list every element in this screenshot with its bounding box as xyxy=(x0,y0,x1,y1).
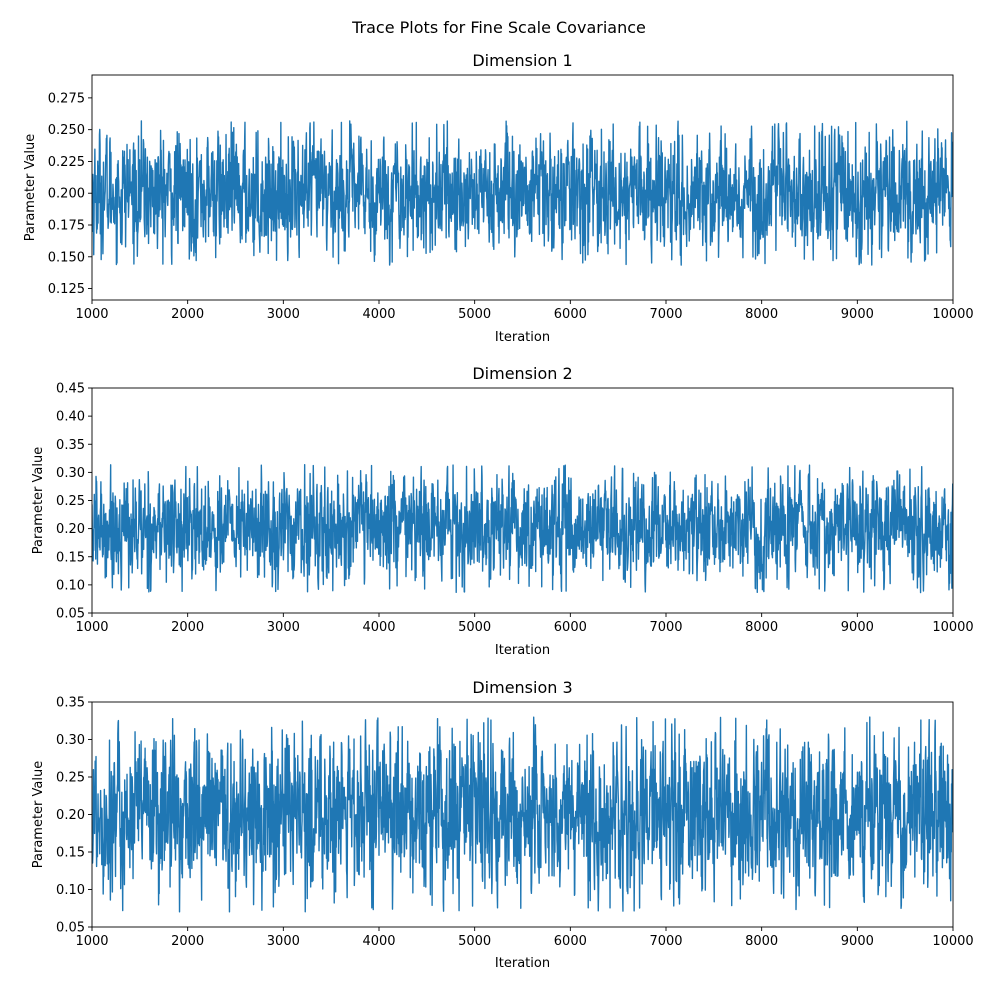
x-tick-label: 2000 xyxy=(171,934,204,949)
trace-layer xyxy=(92,120,953,266)
y-tick-group: 0.05 0.10 0.15 0.20 0.25 0.30 0.35 0.40 0.45 xyxy=(56,382,92,622)
x-tick-label: 9000 xyxy=(841,934,874,949)
x-tick-label: 10000 xyxy=(932,620,973,635)
x-tick-label: 7000 xyxy=(649,620,682,635)
y-tick-label: 0.125 xyxy=(48,282,85,297)
y-tick-label: 0.15 xyxy=(56,550,85,565)
x-tick-label: 3000 xyxy=(267,307,300,322)
trace-line xyxy=(92,120,953,266)
x-tick-label: 4000 xyxy=(362,620,395,635)
x-tick-label: 7000 xyxy=(649,307,682,322)
y-tick-label: 0.35 xyxy=(56,696,85,711)
x-tick-label: 5000 xyxy=(458,307,491,322)
x-axis-label: Iteration xyxy=(495,330,550,345)
y-tick-label: 0.30 xyxy=(56,466,85,481)
x-tick-label: 1000 xyxy=(75,307,108,322)
y-tick-label: 0.30 xyxy=(56,733,85,748)
x-tick-label: 4000 xyxy=(362,934,395,949)
y-tick-label: 0.40 xyxy=(56,410,85,425)
y-tick-label: 0.225 xyxy=(48,155,85,170)
y-tick-label: 0.45 xyxy=(56,382,85,397)
x-tick-label: 7000 xyxy=(649,934,682,949)
x-tick-label: 5000 xyxy=(458,620,491,635)
y-tick-label: 0.05 xyxy=(56,921,85,936)
y-axis-label: Parameter Value xyxy=(23,134,38,241)
x-tick-label: 2000 xyxy=(171,620,204,635)
x-tick-label: 3000 xyxy=(267,934,300,949)
x-tick-group: 1000 2000 3000 4000 5000 6000 7000 8000 9000 1000… xyxy=(75,927,974,949)
y-tick-label: 0.10 xyxy=(56,578,85,593)
x-tick-group: 1000 2000 3000 4000 5000 6000 7000 8000 9000 1000… xyxy=(75,300,974,322)
x-tick-label: 10000 xyxy=(932,934,973,949)
trace-line xyxy=(92,716,953,913)
trace-line xyxy=(92,464,953,594)
x-tick-label: 1000 xyxy=(75,934,108,949)
y-tick-label: 0.25 xyxy=(56,494,85,509)
x-tick-label: 2000 xyxy=(171,307,204,322)
y-tick-label: 0.200 xyxy=(48,187,85,202)
x-tick-label: 1000 xyxy=(75,620,108,635)
y-tick-group: 0.125 0.150 0.175 0.200 0.225 0.250 0.275 xyxy=(48,91,92,297)
trace-layer xyxy=(92,716,953,913)
x-tick-label: 4000 xyxy=(362,307,395,322)
y-tick-label: 0.275 xyxy=(48,91,85,106)
subplot-title: Dimension 3 xyxy=(472,678,572,697)
x-tick-label: 9000 xyxy=(841,620,874,635)
plot-frame xyxy=(91,74,954,301)
x-tick-label: 8000 xyxy=(745,620,778,635)
x-tick-label: 10000 xyxy=(932,307,973,322)
x-tick-label: 6000 xyxy=(554,934,587,949)
x-tick-label: 3000 xyxy=(267,620,300,635)
x-axis-label: Iteration xyxy=(495,643,550,658)
x-tick-label: 5000 xyxy=(458,934,491,949)
y-axis-label: Parameter Value xyxy=(31,447,46,554)
y-tick-label: 0.250 xyxy=(48,123,85,138)
y-tick-label: 0.05 xyxy=(56,607,85,622)
subplot-dimension-3: Dimension 3 1000 2000 3000 4000 5000 6000 7000… xyxy=(31,678,974,971)
y-tick-label: 0.15 xyxy=(56,846,85,861)
x-tick-label: 6000 xyxy=(554,620,587,635)
x-axis-label: Iteration xyxy=(495,956,550,971)
subplot-dimension-2: Dimension 2 1000 2000 3000 4000 5000 6000 7000… xyxy=(31,364,974,658)
subplot-dimension-1: Dimension 1 1000 2000 3000 4000 5000 6000 7000… xyxy=(23,51,974,345)
x-tick-group: 1000 2000 3000 4000 5000 6000 7000 8000 9000 1000… xyxy=(75,613,974,635)
y-tick-label: 0.10 xyxy=(56,883,85,898)
trace-layer xyxy=(92,464,953,594)
x-tick-label: 6000 xyxy=(554,307,587,322)
subplot-title: Dimension 2 xyxy=(472,364,572,383)
y-tick-label: 0.20 xyxy=(56,522,85,537)
figure-suptitle: Trace Plots for Fine Scale Covariance xyxy=(351,18,646,37)
y-axis-label: Parameter Value xyxy=(31,761,46,868)
y-tick-label: 0.20 xyxy=(56,808,85,823)
y-tick-label: 0.35 xyxy=(56,438,85,453)
plot-frame xyxy=(91,387,954,614)
x-tick-label: 8000 xyxy=(745,934,778,949)
y-tick-group: 0.05 0.10 0.15 0.20 0.25 0.30 0.35 xyxy=(56,696,92,936)
y-tick-label: 0.25 xyxy=(56,771,85,786)
x-tick-label: 8000 xyxy=(745,307,778,322)
x-tick-label: 9000 xyxy=(841,307,874,322)
subplot-title: Dimension 1 xyxy=(472,51,572,70)
y-tick-label: 0.150 xyxy=(48,250,85,265)
plot-frame xyxy=(91,701,954,928)
y-tick-label: 0.175 xyxy=(48,219,85,234)
